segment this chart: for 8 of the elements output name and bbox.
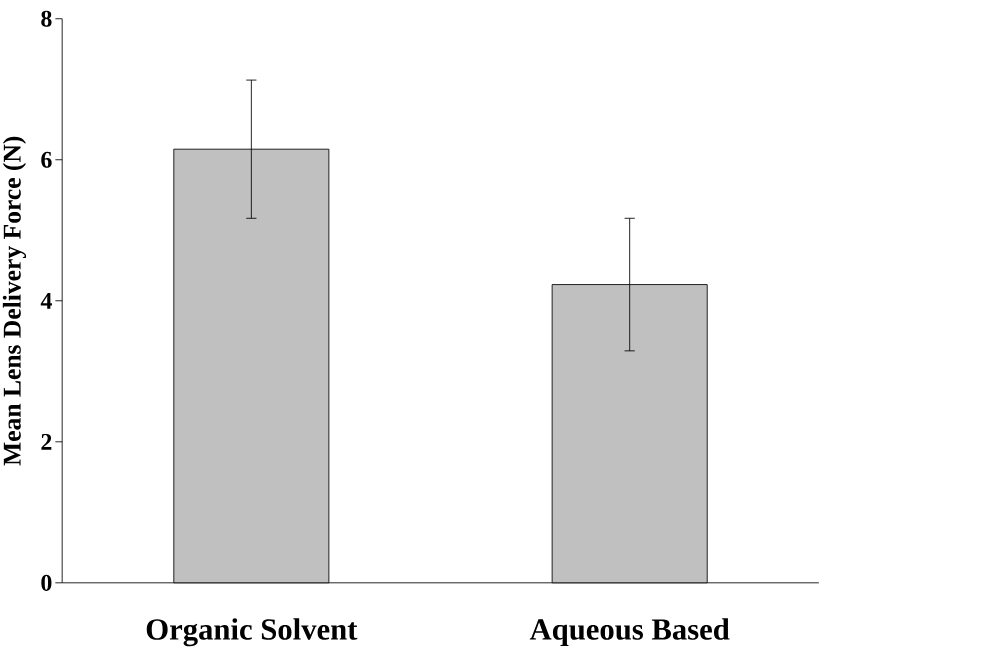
x-tick-label: Organic Solvent (146, 618, 358, 647)
x-tick-label: Aqueous Based (529, 618, 730, 646)
y-tick-label: 8 (41, 10, 52, 27)
y-tick-label: 2 (41, 433, 52, 450)
y-tick-label: 0 (41, 574, 52, 591)
y-axis-title: Mean Lens Delivery Force (N) (2, 136, 27, 466)
y-tick-label: 4 (40, 292, 52, 309)
y-tick-label: 6 (41, 151, 52, 168)
